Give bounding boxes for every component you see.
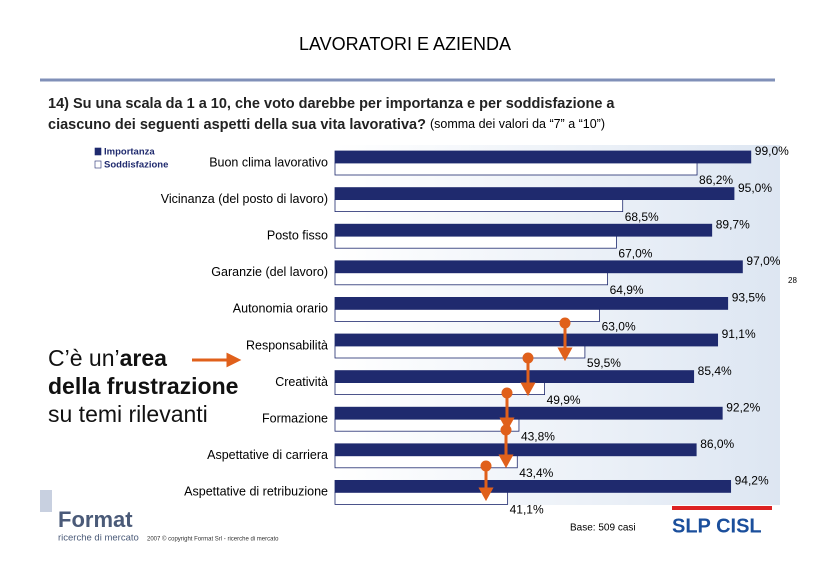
category-label: Formazione [262, 411, 328, 425]
value-label: 49,9% [547, 393, 581, 407]
question-line: ciascuno dei seguenti aspetti della sua … [48, 117, 426, 133]
annotation-text: C’è un’ [48, 345, 120, 371]
value-label: 68,5% [625, 210, 659, 224]
question-line: 14) Su una scala da 1 a 10, che voto dar… [48, 96, 615, 112]
value-label: 95,0% [738, 181, 772, 195]
value-label: 67,0% [618, 246, 652, 260]
bar [334, 235, 617, 249]
logo-left: Format [58, 507, 133, 532]
value-label: 86,2% [699, 173, 733, 187]
value-label: 89,7% [716, 217, 750, 231]
bar [334, 418, 520, 432]
bar [334, 333, 719, 347]
bar [334, 199, 624, 213]
value-label: 92,2% [726, 400, 760, 414]
value-label: 59,5% [587, 356, 621, 370]
value-label: 97,0% [746, 254, 780, 268]
logo-right-stripe [672, 506, 772, 510]
legend-label: Soddisfazione [104, 160, 168, 171]
legend-swatch [94, 160, 102, 169]
annotation-text: su temi rilevanti [48, 401, 208, 427]
value-label: 94,2% [735, 474, 769, 488]
value-label: 93,5% [732, 291, 766, 305]
value-label: 85,4% [698, 364, 732, 378]
bar [334, 223, 713, 237]
category-label: Autonomia orario [233, 302, 328, 316]
bar [334, 491, 509, 505]
value-label: 43,4% [519, 466, 553, 480]
arrows [192, 317, 573, 502]
logo-mark [40, 490, 52, 512]
category-label: Posto fisso [267, 228, 328, 242]
value-label: 41,1% [510, 503, 544, 517]
bar [334, 370, 695, 384]
bar [334, 187, 735, 201]
bar [334, 308, 601, 322]
bar [334, 296, 729, 310]
category-label: Aspettative di carriera [207, 448, 328, 462]
bars: Buon clima lavorativo 99,0% 86,2% Vicinanza… [161, 144, 789, 516]
category-label: Garanzie (del lavoro) [211, 265, 328, 279]
annotation: C’è un’area [48, 345, 167, 371]
logo-right: SLP CISL [672, 515, 762, 537]
value-label: 86,0% [700, 437, 734, 451]
value-label: 63,0% [602, 320, 636, 334]
value-label: 64,9% [610, 283, 644, 297]
bar [334, 382, 545, 396]
bar [334, 455, 518, 469]
category-label: Creatività [275, 375, 328, 389]
question-line: ciascuno dei seguenti aspetti della sua … [48, 117, 605, 133]
legend-label: Importanza [104, 147, 155, 158]
bar [334, 272, 608, 286]
annotation-text: della frustrazione [48, 373, 238, 399]
value-label: 43,8% [521, 429, 555, 443]
category-label: Responsabilità [246, 338, 328, 352]
value-label: 99,0% [755, 144, 789, 158]
copyright: 2007 © copyright Format Srl - ricerche d… [147, 536, 279, 543]
page-number: 28 [788, 276, 797, 285]
annotation-text: area [120, 345, 168, 371]
value-label: 91,1% [722, 327, 756, 341]
logo-left-sub: ricerche di mercato [58, 533, 139, 544]
question-note: (somma dei valori da “7” a “10”) [430, 117, 605, 131]
category-label: Buon clima lavorativo [209, 155, 328, 169]
bar [334, 443, 697, 457]
legend-swatch [94, 147, 102, 156]
bar [334, 345, 586, 359]
category-label: Vicinanza (del posto di lavoro) [161, 192, 328, 206]
bar [334, 479, 732, 493]
base-note: Base: 509 casi [570, 523, 636, 534]
category-label: Aspettative di retribuzione [184, 485, 328, 499]
title: LAVORATORI E AZIENDA [299, 34, 511, 54]
bar [334, 406, 723, 420]
bar [334, 260, 743, 274]
bar [334, 162, 698, 176]
bar [334, 150, 752, 164]
